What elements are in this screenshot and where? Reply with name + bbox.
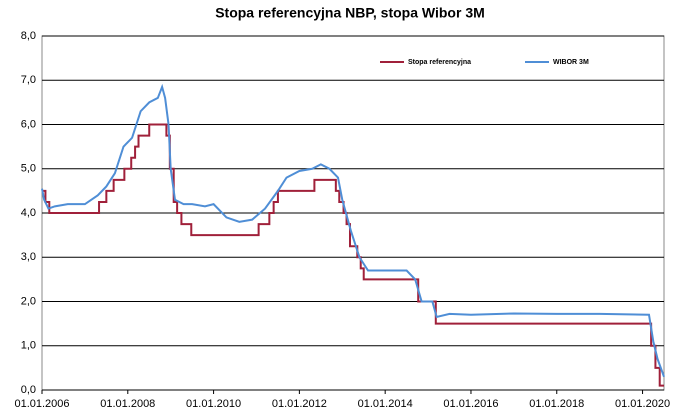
y-tick-label: 1,0 (21, 340, 36, 352)
x-tick-label: 01.01.2016 (443, 398, 498, 410)
x-tick-label: 01.01.2012 (272, 398, 327, 410)
x-tick-label: 01.01.2006 (14, 398, 69, 410)
y-tick-label: 7,0 (21, 74, 36, 86)
x-tick-label: 01.01.2014 (358, 398, 413, 410)
x-tick-label: 01.01.2010 (186, 398, 241, 410)
legend-label: Stopa referencyjna (408, 59, 471, 66)
y-tick-label: 4,0 (21, 207, 36, 219)
x-tick-label: 01.01.2008 (100, 398, 155, 410)
x-tick-label: 01.01.2018 (529, 398, 584, 410)
legend-label: WIBOR 3M (553, 59, 589, 66)
y-tick-label: 6,0 (21, 118, 36, 130)
y-tick-label: 5,0 (21, 163, 36, 175)
y-tick-label: 0,0 (21, 384, 36, 396)
chart-title: Stopa referencyjna NBP, stopa Wibor 3M (215, 5, 485, 21)
x-tick-label: 01.01.2020 (615, 398, 670, 410)
series-line (42, 123, 664, 387)
y-tick-label: 2,0 (21, 295, 36, 307)
series-line (41, 83, 665, 378)
y-tick-label: 3,0 (21, 251, 36, 263)
y-tick-label: 8,0 (21, 30, 36, 42)
